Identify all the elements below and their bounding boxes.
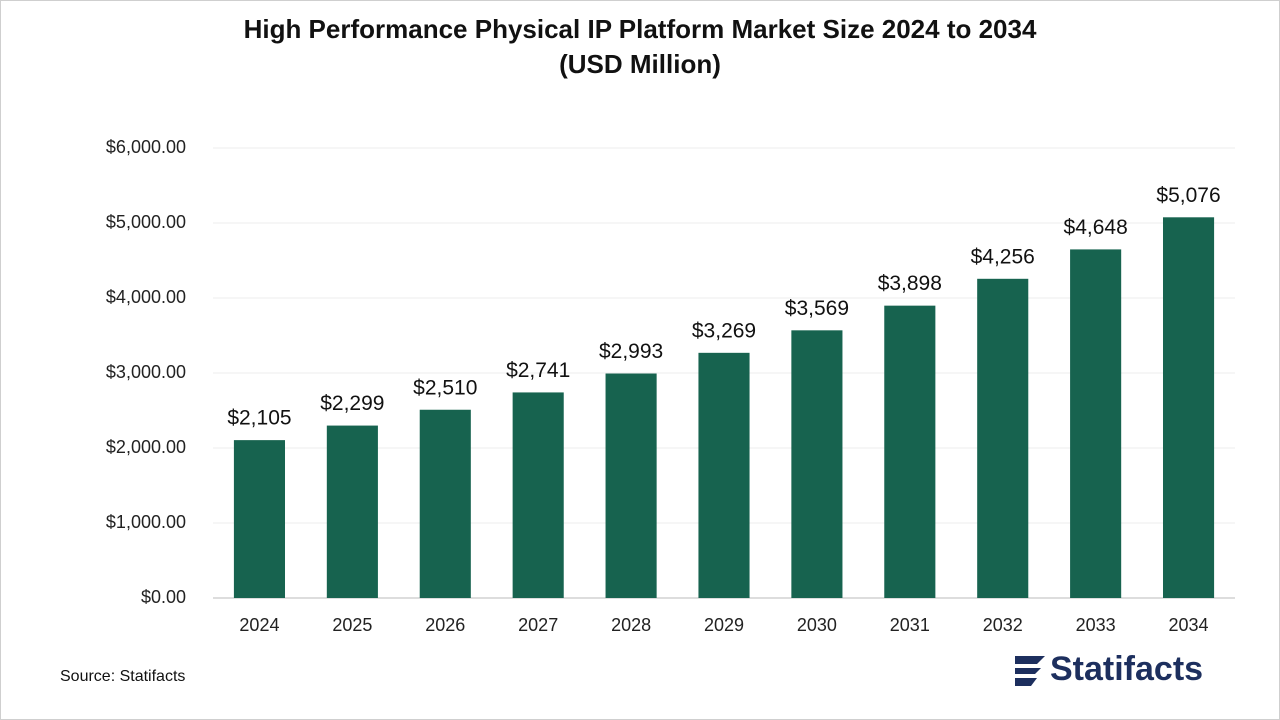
- y-tick-label: $0.00: [141, 587, 186, 607]
- value-label: $2,105: [227, 407, 291, 430]
- x-tick-label: 2030: [797, 615, 837, 635]
- x-tick-label: 2031: [890, 615, 930, 635]
- logo-icon: [1015, 656, 1045, 686]
- value-label: $4,648: [1064, 216, 1128, 239]
- logo: Statifacts: [1015, 650, 1203, 688]
- source: Source: Statifacts: [60, 668, 185, 685]
- y-tick-label: $2,000.00: [106, 437, 186, 457]
- bar: [326, 425, 378, 598]
- value-label: $3,269: [692, 319, 756, 342]
- bar: [698, 352, 750, 598]
- value-label: $5,076: [1156, 184, 1220, 207]
- chart-title: High Performance Physical IP Platform Ma…: [244, 14, 1037, 44]
- x-tick-label: 2029: [704, 615, 744, 635]
- bar: [233, 440, 286, 598]
- x-tick-label: 2028: [611, 615, 651, 635]
- bar: [419, 409, 471, 598]
- value-label: $2,993: [599, 340, 663, 363]
- bar: [1162, 217, 1215, 599]
- y-tick-label: $4,000.00: [106, 287, 186, 307]
- chart-title: (USD Million): [559, 49, 721, 79]
- x-tick-label: 2027: [518, 615, 558, 635]
- y-tick-label: $6,000.00: [106, 137, 186, 157]
- bar: [977, 278, 1029, 598]
- brand: Statifacts: [1050, 650, 1203, 688]
- value-label: $2,299: [320, 392, 384, 415]
- bar: [884, 305, 936, 598]
- value-label: $2,510: [413, 376, 477, 399]
- x-tick-label: 2026: [425, 615, 465, 635]
- value-label: $3,569: [785, 297, 849, 320]
- x-tick-label: 2025: [332, 615, 372, 635]
- value-label: $2,741: [506, 359, 570, 382]
- bar: [512, 392, 564, 598]
- y-tick-label: $3,000.00: [106, 362, 186, 382]
- x-tick-label: 2034: [1169, 615, 1209, 635]
- value-label: $3,898: [878, 272, 942, 295]
- y-tick-label: $1,000.00: [106, 512, 186, 532]
- value-label: $4,256: [971, 245, 1035, 268]
- x-tick-label: 2032: [983, 615, 1023, 635]
- bar: [605, 373, 657, 598]
- x-tick-label: 2033: [1076, 615, 1116, 635]
- bar: [1070, 249, 1122, 598]
- bar: [791, 330, 843, 598]
- y-tick-label: $5,000.00: [106, 212, 186, 232]
- x-tick-label: 2024: [239, 615, 279, 635]
